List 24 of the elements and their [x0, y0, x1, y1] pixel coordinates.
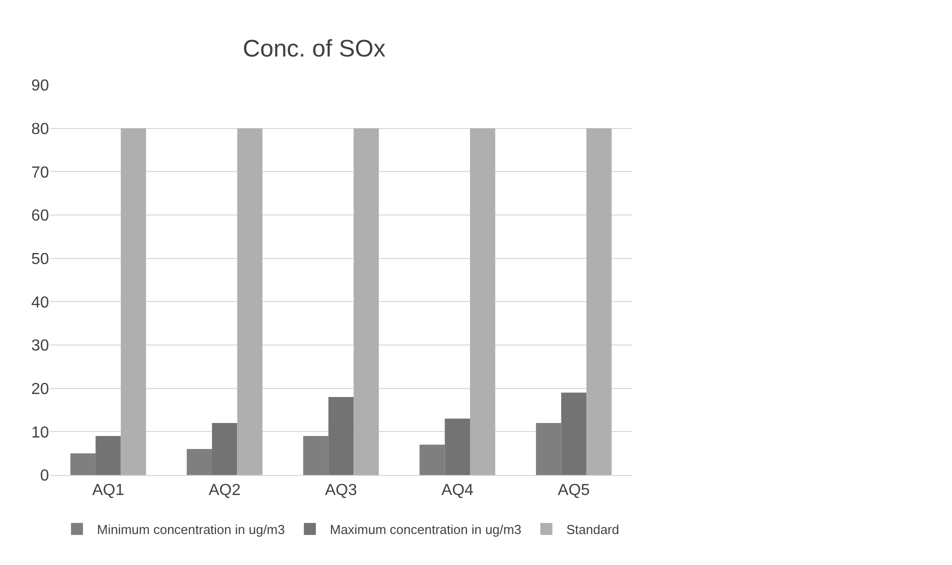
x-tick-label: AQ5	[558, 482, 590, 500]
bar	[470, 128, 496, 475]
y-tick-label: 50	[31, 250, 50, 268]
legend-label: Standard	[566, 522, 620, 538]
y-tick-label: 60	[31, 208, 50, 225]
chart-title: Conc. of SOx	[242, 35, 386, 62]
bar	[237, 128, 262, 475]
x-tick-label: AQ4	[441, 482, 474, 500]
bar	[120, 128, 146, 475]
x-tick-label: AQ3	[324, 482, 358, 500]
legend-label: Minimum concentration in ug/m3	[97, 522, 285, 538]
bar	[354, 128, 379, 475]
y-tick-label: 40	[31, 294, 50, 312]
y-tick-label: 80	[31, 120, 50, 138]
y-tick-label: 30	[31, 338, 50, 355]
y-tick-label: 70	[31, 164, 50, 182]
x-tick-label: AQ2	[208, 482, 241, 500]
y-tick-label: 0	[40, 468, 50, 485]
y-tick-label: 20	[31, 380, 50, 398]
legend-label: Maximum concentration in ug/m3	[330, 522, 522, 538]
y-tick-label: 90	[31, 78, 50, 95]
y-tick-label: 10	[31, 424, 50, 442]
bar	[586, 128, 612, 475]
x-tick-label: AQ1	[92, 482, 124, 500]
